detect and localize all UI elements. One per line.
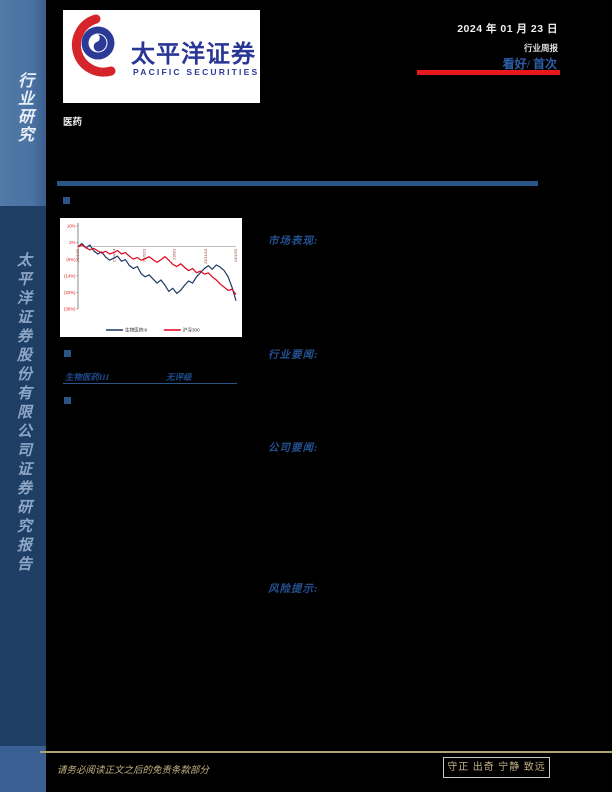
pacific-securities-logo-icon [71,14,116,77]
sidebar-category-label: 行业研究 [15,72,32,144]
footer-motto-box: 守正 出奇 宁静 致远 [443,757,550,778]
svg-text:(22%): (22%) [64,290,76,295]
svg-text:2%: 2% [69,240,75,245]
bullet-square-icon [64,397,71,404]
market-performance-chart: 10% 2% (6%) (14%) (22%) (30%) 23/1/20 23/4/14 23… [60,218,242,337]
svg-text:23/6/23: 23/6/23 [142,248,147,262]
rating-table-sector: 生物医药III [65,372,109,382]
section-industry-news: 行业要闻: [268,350,319,361]
rating-table-underline [63,383,237,384]
footer-disclaimer: 请务必阅读正文之后的免责条款部分 [57,766,210,776]
sidebar-bottom-segment [0,746,46,792]
logo-english-name: PACIFIC SECURITIES [133,67,260,77]
bullet-square-icon [64,350,71,357]
svg-text:23/4/14: 23/4/14 [112,248,117,262]
blue-divider-bar [57,181,538,186]
footer-divider-line [40,751,612,753]
svg-text:10%: 10% [67,224,76,229]
report-date: 2024 年 01 月 23 日 [457,23,558,35]
bullet-square-icon [63,197,70,204]
report-type-label: 行业周报 [523,43,558,53]
sidebar-middle-segment [0,206,46,746]
svg-text:23/9/1: 23/9/1 [172,248,177,260]
rating-table-rating: 无评级 [166,372,192,382]
industry-rating: 看好/ 首次 [502,57,557,71]
section-risk-warning: 风险提示: [268,584,319,595]
sidebar-top-segment [0,0,46,206]
svg-text:沪深300: 沪深300 [183,327,200,334]
svg-text:生物医药III: 生物医药III [125,327,147,334]
section-company-news: 公司要闻: [268,443,319,454]
svg-text:(6%): (6%) [66,257,76,262]
sidebar-company-label: 太平洋证券股份有限公司证券研究报告 [15,252,31,575]
section-market-performance: 市场表现: [268,236,319,247]
svg-text:23/1/20: 23/1/20 [75,248,80,262]
svg-text:24/1/20: 24/1/20 [233,248,238,262]
svg-text:23/11/10: 23/11/10 [203,248,208,264]
market-chart-svg: 10% 2% (6%) (14%) (22%) (30%) 23/1/20 23/4/14 23… [64,223,238,334]
industry-name: 医药 [63,117,83,128]
sidebar: 行业研究 太平洋证券股份有限公司证券研究报告 [0,0,46,792]
svg-text:(14%): (14%) [64,273,76,278]
company-logo: 太平洋证券 PACIFIC SECURITIES [63,10,260,103]
svg-text:(30%): (30%) [64,307,76,312]
logo-chinese-name: 太平洋证券 [131,42,256,68]
red-accent-bar [417,70,560,75]
